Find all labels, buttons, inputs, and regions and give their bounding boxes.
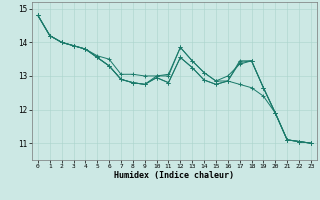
X-axis label: Humidex (Indice chaleur): Humidex (Indice chaleur) — [115, 171, 234, 180]
